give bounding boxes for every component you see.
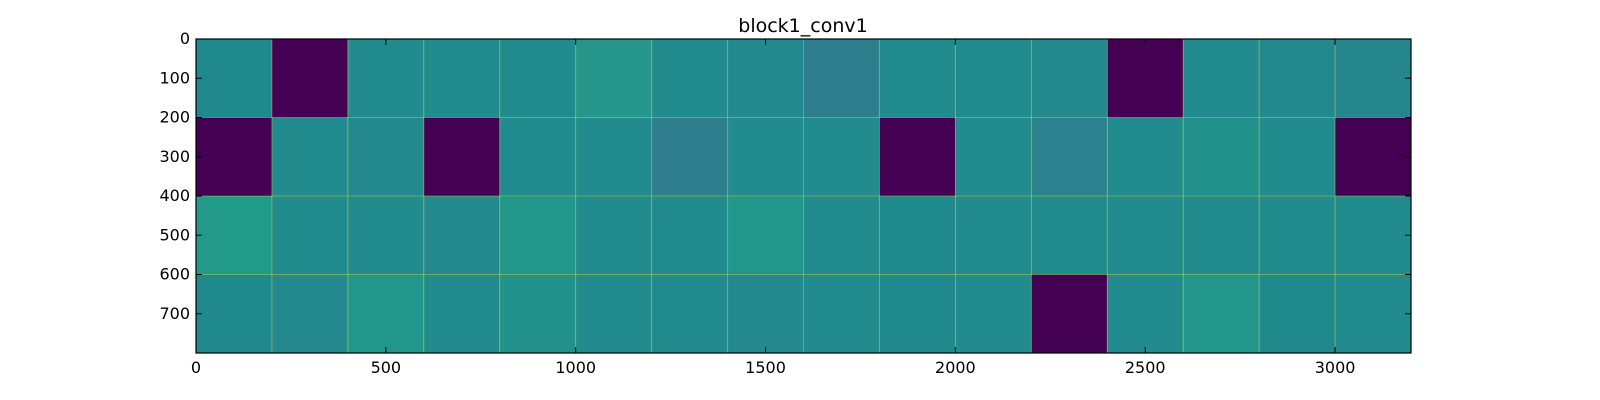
- heatmap-tile: [879, 196, 956, 275]
- heatmap-tile: [955, 39, 1032, 118]
- heatmap-tile: [1335, 274, 1411, 353]
- heatmap-tile: [1107, 117, 1184, 196]
- heatmap-tile: [1107, 274, 1184, 353]
- y-tick-label: 400: [159, 186, 190, 205]
- y-tick-label: 600: [159, 265, 190, 284]
- y-tick-label: 200: [159, 108, 190, 127]
- heatmap-tile: [1335, 39, 1411, 118]
- y-tick-label: 100: [159, 68, 190, 87]
- heatmap-tile: [347, 274, 424, 353]
- heatmap-tile: [803, 39, 880, 118]
- heatmap-tile: [1335, 117, 1411, 196]
- heatmap-tile: [879, 117, 956, 196]
- heatmap-tile: [423, 196, 500, 275]
- x-tick-label: 2000: [935, 358, 976, 377]
- y-tick-label: 700: [159, 304, 190, 323]
- heatmap-tile: [1183, 274, 1260, 353]
- heatmap-tile: [1259, 117, 1336, 196]
- heatmap-tile: [879, 39, 956, 118]
- heatmap-tile: [803, 196, 880, 275]
- heatmap-tile: [651, 39, 728, 118]
- heatmap-tile: [1031, 274, 1108, 353]
- heatmap-tile: [499, 117, 576, 196]
- heatmap-tile: [1183, 117, 1260, 196]
- heatmap-tile: [1259, 196, 1336, 275]
- x-tick-label: 500: [371, 358, 402, 377]
- heatmap-tile: [1183, 196, 1260, 275]
- heatmap-tile: [651, 117, 728, 196]
- heatmap-tile: [803, 274, 880, 353]
- y-tick-label: 0: [180, 29, 190, 48]
- heatmap-tile: [499, 196, 576, 275]
- heatmap-tile: [575, 39, 652, 118]
- chart-title: block1_conv1: [738, 15, 867, 37]
- axes: 0 500 1000 1500 2000 2500 3000 0 100 200 300 400 500…: [159, 29, 1412, 377]
- x-tick-label: 3000: [1315, 358, 1356, 377]
- heatmap-tile: [879, 274, 956, 353]
- heatmap-tile: [1031, 39, 1108, 118]
- heatmap-tile: [1107, 196, 1184, 275]
- heatmap-tile: [651, 196, 728, 275]
- heatmap-tile: [955, 196, 1032, 275]
- heatmap-tile: [727, 196, 804, 275]
- heatmap-tile: [271, 274, 348, 353]
- heatmap-tile: [575, 274, 652, 353]
- heatmap-tile: [271, 196, 348, 275]
- heatmap-tile: [1031, 117, 1108, 196]
- heatmap-tile: [196, 274, 272, 353]
- heatmap-tile: [575, 196, 652, 275]
- heatmap-tile: [499, 274, 576, 353]
- heatmap-tile: [651, 274, 728, 353]
- heatmap-plot-area: [196, 39, 1411, 353]
- x-tick-label: 1500: [745, 358, 786, 377]
- heatmap-tile: [803, 117, 880, 196]
- heatmap-tile: [1335, 196, 1411, 275]
- heatmap-tile: [271, 117, 348, 196]
- heatmap-tile: [1031, 196, 1108, 275]
- heatmap-tile: [347, 117, 424, 196]
- heatmap-tile: [955, 274, 1032, 353]
- heatmap-tile: [196, 196, 272, 275]
- x-tick-label: 1000: [555, 358, 596, 377]
- heatmap-tile: [423, 274, 500, 353]
- heatmap-tile: [499, 39, 576, 118]
- heatmap-tile: [727, 117, 804, 196]
- heatmap-tile: [423, 117, 500, 196]
- heatmap-tile: [347, 196, 424, 275]
- heatmap-tile: [196, 39, 272, 118]
- x-tick-label: 0: [191, 358, 201, 377]
- x-tick-label: 2500: [1125, 358, 1166, 377]
- y-tick-label: 500: [159, 225, 190, 244]
- heatmap-tile: [423, 39, 500, 118]
- heatmap-tile: [575, 117, 652, 196]
- heatmap-tile: [347, 39, 424, 118]
- heatmap-tile: [727, 39, 804, 118]
- heatmap-tile: [1259, 274, 1336, 353]
- heatmap-tile: [271, 39, 348, 118]
- y-tick-label: 300: [159, 147, 190, 166]
- heatmap-tile: [1259, 39, 1336, 118]
- heatmap-tile: [1107, 39, 1184, 118]
- heatmap-tile: [955, 117, 1032, 196]
- heatmap-tile: [196, 117, 272, 196]
- heatmap-tile: [727, 274, 804, 353]
- heatmap-tile: [1183, 39, 1260, 118]
